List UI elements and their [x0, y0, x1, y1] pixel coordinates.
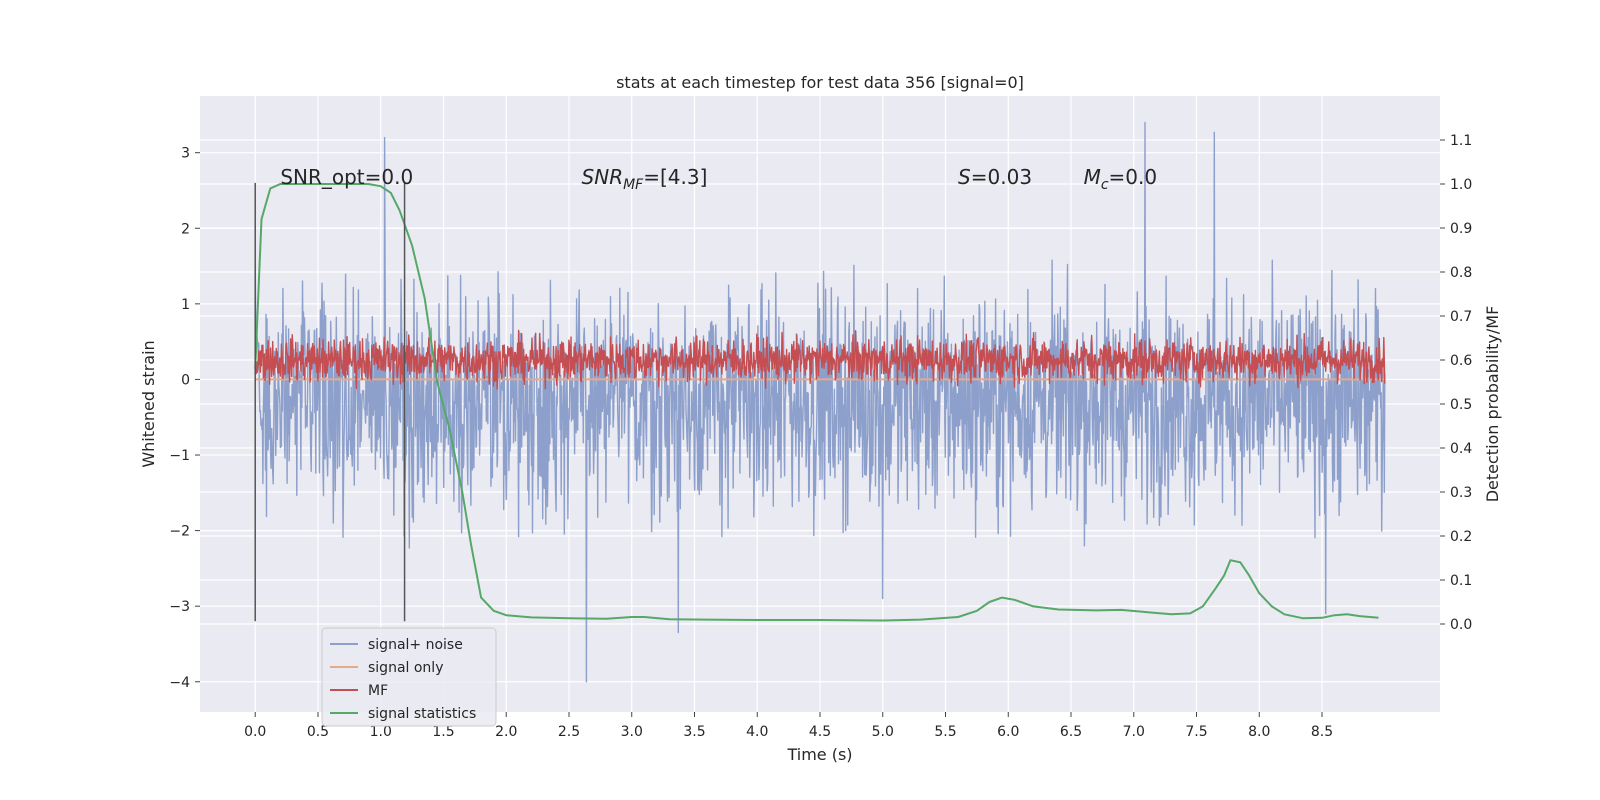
y2-tick-label: 1.1	[1450, 133, 1472, 149]
legend-label: MF	[368, 683, 388, 699]
x-ticks: 0.0 0.5 1.0 1.5 2.0 2.5 3.0 3.5 4.0 4.5 5.0 5.5 6.0 6…	[244, 712, 1333, 740]
y2-tick-label: 0.6	[1450, 353, 1472, 369]
y2-ticks: 0.0 0.1 0.2 0.3 0.4 0.5 0.6 0.7 0.8 0.9 1.0 1.1	[1440, 133, 1472, 633]
legend: signal+ noise signal only MF signal statist…	[321, 627, 497, 727]
y2-tick-label: 0.0	[1450, 617, 1472, 633]
y2-tick-label: 0.9	[1450, 221, 1472, 237]
y2-tick-label: 0.2	[1450, 529, 1472, 545]
y2-tick-label: 0.4	[1450, 441, 1472, 457]
x-tick-label: 7.0	[1123, 724, 1145, 740]
x-tick-label: 2.0	[495, 724, 517, 740]
x-tick-label: 8.5	[1311, 724, 1333, 740]
x-tick-label: 2.5	[558, 724, 580, 740]
series-signal-noise	[254, 121, 1386, 683]
y-ticks: −4 −3 −2 −1 0 1 2 3	[169, 146, 200, 691]
y2-tick-label: 0.5	[1450, 397, 1472, 413]
y-tick-label: −4	[169, 675, 190, 691]
x-tick-label: 5.5	[934, 724, 956, 740]
annotation-text: SNRMF=[4.3]	[582, 165, 708, 193]
y-tick-label: −1	[169, 448, 190, 464]
series-layer	[254, 121, 1386, 683]
series-signal-statistics	[254, 183, 1379, 622]
y-tick-label: 0	[181, 372, 190, 388]
x-tick-label: 3.0	[621, 724, 643, 740]
annotation-text: SNR_opt=0.0	[280, 165, 413, 189]
x-tick-label: 7.5	[1185, 724, 1207, 740]
y2-tick-label: 0.8	[1450, 265, 1472, 281]
legend-box	[321, 627, 497, 727]
y-axis-label: Whitened strain	[139, 340, 158, 467]
y-tick-label: 2	[181, 221, 190, 237]
x-axis-label: Time (s)	[786, 745, 852, 764]
x-tick-label: 0.5	[307, 724, 329, 740]
legend-label: signal statistics	[368, 706, 476, 722]
x-tick-label: 6.5	[1060, 724, 1082, 740]
y2-tick-label: 1.0	[1450, 177, 1472, 193]
y2-tick-label: 0.1	[1450, 573, 1472, 589]
annotation-text: S=0.03	[958, 165, 1032, 189]
x-tick-label: 0.0	[244, 724, 266, 740]
x-tick-label: 3.5	[683, 724, 705, 740]
x-tick-label: 8.0	[1248, 724, 1270, 740]
x-tick-label: 4.0	[746, 724, 768, 740]
y-tick-label: −2	[169, 524, 190, 540]
annotation-text: Mc=0.0	[1084, 165, 1158, 193]
annotations: SNR_opt=0.0 SNRMF=[4.3] S=0.03 Mc=0.0	[280, 165, 1157, 193]
x-tick-label: 1.5	[432, 724, 454, 740]
vertical-markers	[254, 182, 406, 622]
y2-tick-label: 0.7	[1450, 309, 1472, 325]
y2-axis-label: Detection probability/MF	[1483, 306, 1502, 503]
y2-tick-label: 0.3	[1450, 485, 1472, 501]
x-tick-label: 5.0	[872, 724, 894, 740]
chart-title: stats at each timestep for test data 356…	[616, 73, 1024, 92]
y-tick-label: −3	[169, 599, 190, 615]
legend-label: signal only	[368, 660, 443, 676]
x-tick-label: 1.0	[370, 724, 392, 740]
y-tick-label: 1	[181, 297, 190, 313]
series-mf	[254, 329, 1386, 390]
legend-label: signal+ noise	[368, 637, 463, 653]
x-tick-label: 6.0	[997, 724, 1019, 740]
x-tick-label: 4.5	[809, 724, 831, 740]
y-tick-label: 3	[181, 146, 190, 162]
